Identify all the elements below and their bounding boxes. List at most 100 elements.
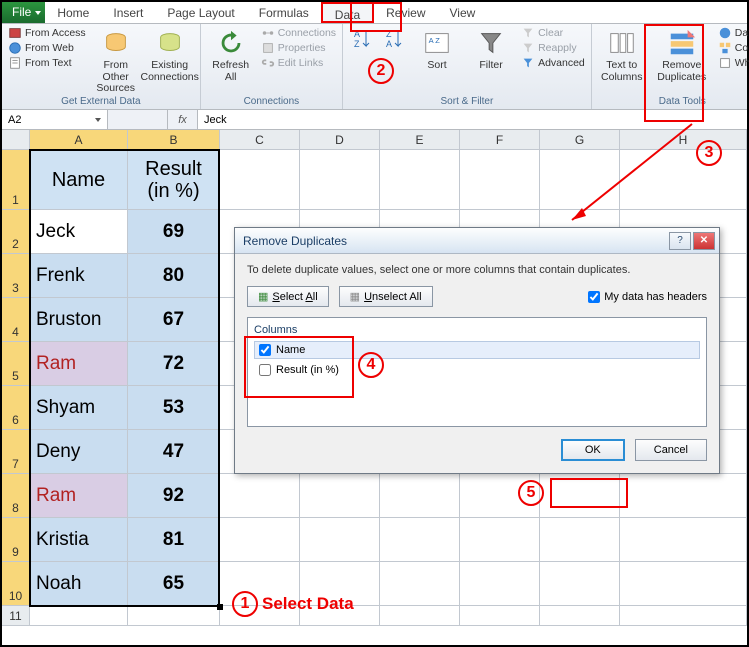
cell-f9[interactable] (460, 518, 540, 562)
col-header-b[interactable]: B (128, 130, 220, 150)
cell-a7[interactable]: Deny (30, 430, 128, 474)
row-header-6[interactable]: 6 (2, 386, 30, 430)
cell-b6[interactable]: 53 (128, 386, 220, 430)
unselect-all-button[interactable]: ▦ Unselect All (339, 286, 433, 307)
tab-page-layout[interactable]: Page Layout (155, 2, 246, 23)
cell-a4[interactable]: Bruston (30, 298, 128, 342)
cell-h9[interactable] (620, 518, 747, 562)
col-header-f[interactable]: F (460, 130, 540, 150)
cell-d9[interactable] (300, 518, 380, 562)
select-all-button[interactable]: ▦ Select All (247, 286, 329, 307)
reapply-button[interactable]: Reapply (521, 41, 585, 55)
tab-view[interactable]: View (438, 2, 488, 23)
cell-g1[interactable] (540, 150, 620, 210)
cell-e11[interactable] (380, 606, 460, 626)
cell-a1[interactable]: Name (30, 150, 128, 210)
existing-connections-button[interactable]: Existing Connections (146, 26, 194, 96)
row-header-3[interactable]: 3 (2, 254, 30, 298)
cell-a2[interactable]: Jeck (30, 210, 128, 254)
cell-b3[interactable]: 80 (128, 254, 220, 298)
what-if-button[interactable]: What- (718, 56, 749, 70)
from-web-button[interactable]: From Web (8, 41, 86, 55)
refresh-all-button[interactable]: Refresh All (207, 26, 255, 96)
cell-g11[interactable] (540, 606, 620, 626)
from-access-button[interactable]: From Access (8, 26, 86, 40)
fx-button[interactable]: fx (168, 110, 198, 129)
col-name-checkbox[interactable] (259, 344, 271, 356)
row-header-1[interactable]: 1 (2, 150, 30, 210)
clear-button[interactable]: Clear (521, 26, 585, 40)
edit-links-button[interactable]: Edit Links (261, 56, 336, 70)
cell-f10[interactable] (460, 562, 540, 606)
cell-g10[interactable] (540, 562, 620, 606)
cell-a10[interactable]: Noah (30, 562, 128, 606)
dialog-help-button[interactable]: ? (669, 232, 691, 250)
cell-g8[interactable] (540, 474, 620, 518)
cell-e10[interactable] (380, 562, 460, 606)
cell-b1[interactable]: Result(in %) (128, 150, 220, 210)
cell-b4[interactable]: 67 (128, 298, 220, 342)
cell-a6[interactable]: Shyam (30, 386, 128, 430)
col-header-g[interactable]: G (540, 130, 620, 150)
select-all-corner[interactable] (2, 130, 30, 150)
cell-a3[interactable]: Frenk (30, 254, 128, 298)
column-checkbox-name[interactable]: Name (254, 341, 700, 359)
advanced-button[interactable]: Advanced (521, 56, 585, 70)
row-header-9[interactable]: 9 (2, 518, 30, 562)
tab-file[interactable]: File (2, 2, 45, 23)
fill-handle[interactable] (217, 604, 223, 610)
col-header-d[interactable]: D (300, 130, 380, 150)
cell-f8[interactable] (460, 474, 540, 518)
cell-h1[interactable] (620, 150, 747, 210)
formula-input[interactable]: Jeck (198, 110, 747, 129)
cell-a11[interactable] (30, 606, 128, 626)
tab-review[interactable]: Review (374, 2, 437, 23)
cell-f1[interactable] (460, 150, 540, 210)
columns-listbox[interactable]: Columns Name Result (in %) (247, 317, 707, 427)
cell-d10[interactable] (300, 562, 380, 606)
cell-b11[interactable] (128, 606, 220, 626)
cell-a8[interactable]: Ram (30, 474, 128, 518)
cell-c11[interactable] (220, 606, 300, 626)
cell-b10[interactable]: 65 (128, 562, 220, 606)
cell-d8[interactable] (300, 474, 380, 518)
cell-g9[interactable] (540, 518, 620, 562)
column-checkbox-result[interactable]: Result (in %) (254, 361, 700, 379)
cell-d1[interactable] (300, 150, 380, 210)
filter-button[interactable]: Filter (467, 26, 515, 96)
tab-data[interactable]: Data (321, 2, 374, 23)
cell-a9[interactable]: Kristia (30, 518, 128, 562)
sort-az-button[interactable]: AZ (349, 26, 375, 96)
cell-a5[interactable]: Ram (30, 342, 128, 386)
cell-e9[interactable] (380, 518, 460, 562)
row-header-4[interactable]: 4 (2, 298, 30, 342)
ok-button[interactable]: OK (561, 439, 625, 461)
col-header-h[interactable]: H (620, 130, 747, 150)
data-validation-button[interactable]: Data V (718, 26, 749, 40)
sort-button[interactable]: A ZSort (413, 26, 461, 96)
col-result-checkbox[interactable] (259, 364, 271, 376)
cell-b8[interactable]: 92 (128, 474, 220, 518)
row-header-10[interactable]: 10 (2, 562, 30, 606)
col-header-c[interactable]: C (220, 130, 300, 150)
cell-c9[interactable] (220, 518, 300, 562)
cell-c1[interactable] (220, 150, 300, 210)
row-header-2[interactable]: 2 (2, 210, 30, 254)
row-header-7[interactable]: 7 (2, 430, 30, 474)
cell-c8[interactable] (220, 474, 300, 518)
tab-insert[interactable]: Insert (101, 2, 155, 23)
properties-button[interactable]: Properties (261, 41, 336, 55)
row-header-8[interactable]: 8 (2, 474, 30, 518)
consolidate-button[interactable]: Conso (718, 41, 749, 55)
cell-c10[interactable] (220, 562, 300, 606)
row-header-11[interactable]: 11 (2, 606, 30, 626)
cancel-button[interactable]: Cancel (635, 439, 707, 461)
cell-b5[interactable]: 72 (128, 342, 220, 386)
col-header-a[interactable]: A (30, 130, 128, 150)
my-data-has-headers-checkbox[interactable]: My data has headers (588, 291, 707, 303)
sort-za-button[interactable]: ZA (381, 26, 407, 96)
cell-b9[interactable]: 81 (128, 518, 220, 562)
cell-h10[interactable] (620, 562, 747, 606)
connections-button[interactable]: Connections (261, 26, 336, 40)
row-header-5[interactable]: 5 (2, 342, 30, 386)
